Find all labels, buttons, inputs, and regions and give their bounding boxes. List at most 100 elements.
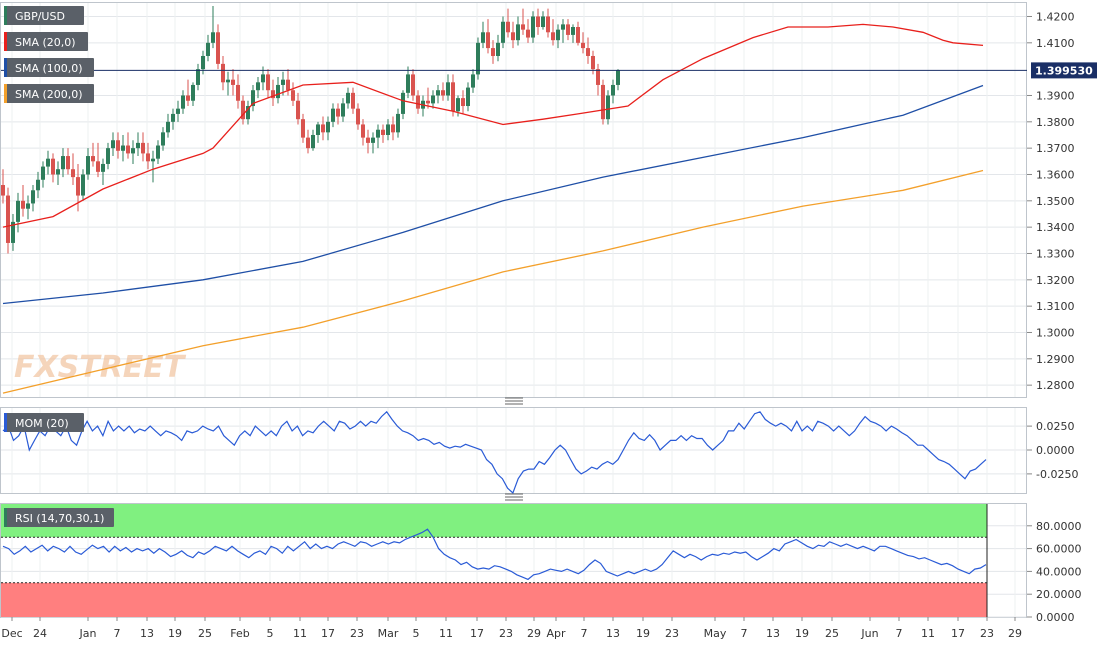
candle-body	[271, 90, 275, 99]
sma100-line	[2, 84, 984, 305]
candle-body	[351, 92, 355, 109]
x-tick-label: 23	[980, 627, 994, 640]
candle-body	[286, 79, 290, 91]
rsi-line	[2, 528, 987, 581]
x-tick-label: May	[704, 627, 727, 640]
x-tick-label: 7	[114, 627, 121, 640]
x-tick-label: Jan	[79, 627, 97, 640]
legend-gbpusd-swatch	[4, 6, 7, 25]
legend-rsi[interactable]	[4, 508, 114, 527]
candle-body	[566, 24, 570, 35]
mom-tick-label: 0.0250	[1036, 420, 1075, 433]
candle-body	[6, 195, 10, 243]
candle-body	[511, 32, 515, 41]
x-tick-label: 13	[766, 627, 780, 640]
x-tick-label: 5	[267, 627, 274, 640]
candle-body	[406, 74, 410, 93]
candle-body	[236, 84, 240, 101]
candle-body	[56, 169, 60, 175]
x-tick-label: 19	[795, 627, 809, 640]
candle-body	[451, 82, 455, 112]
candle-body	[191, 84, 195, 101]
candle-body	[296, 100, 300, 120]
x-tick-label: 7	[896, 627, 903, 640]
x-tick-label: 29	[1008, 627, 1022, 640]
candle-body	[356, 108, 360, 125]
price-tick-label: 1.3600	[1036, 168, 1075, 181]
rsi-tick-label: 40.0000	[1036, 565, 1082, 578]
candle-body	[246, 106, 250, 120]
candle-body	[76, 177, 80, 196]
candle-body	[416, 95, 420, 109]
legend-gbpusd[interactable]	[4, 6, 84, 25]
legend-sma20[interactable]	[4, 32, 88, 51]
x-tick-label: 11	[439, 627, 453, 640]
price-tick-label: 1.4100	[1036, 37, 1075, 50]
candle-body	[186, 95, 190, 101]
x-tick-label: 7	[741, 627, 748, 640]
x-tick-label: 11	[293, 627, 307, 640]
x-tick-label: 23	[350, 627, 364, 640]
rsi-tick-label: 0.0000	[1036, 611, 1075, 624]
candle-body	[36, 179, 40, 191]
candle-body	[446, 82, 450, 96]
candle-body	[321, 124, 325, 133]
candle-body	[466, 87, 470, 107]
candle-body	[551, 32, 555, 41]
x-tick-label: 24	[33, 627, 47, 640]
mom-tick-label: -0.0250	[1036, 468, 1078, 481]
candle-body	[436, 90, 440, 96]
price-tick-label: 1.3400	[1036, 221, 1075, 234]
candle-body	[341, 103, 345, 117]
candle-body	[311, 134, 315, 149]
legend-mom-label: MOM (20)	[15, 417, 69, 430]
candle-body	[106, 148, 110, 164]
candle-body	[361, 124, 365, 138]
candle-body	[401, 92, 405, 114]
candle-body	[206, 42, 210, 56]
candle-body	[496, 42, 500, 56]
candle-body	[346, 92, 350, 104]
price-tick-label: 1.3000	[1036, 326, 1075, 339]
candle-body	[306, 137, 310, 149]
candle-body	[456, 98, 460, 112]
rsi-overbought-zone	[1, 504, 987, 538]
candle-body	[601, 84, 605, 120]
x-tick-label: Feb	[230, 627, 249, 640]
rsi-tick-label: 20.0000	[1036, 588, 1082, 601]
price-tick-label: 1.4200	[1036, 10, 1075, 23]
candle-body	[101, 163, 105, 172]
x-tick-label: Mar	[378, 627, 399, 640]
candle-body	[1, 185, 5, 196]
candle-body	[561, 24, 565, 30]
x-tick-label: 7	[581, 627, 588, 640]
candle-body	[126, 145, 130, 154]
rsi-tick-label: 60.0000	[1036, 543, 1082, 556]
x-tick-label: 19	[636, 627, 650, 640]
legend-mom-swatch	[4, 413, 7, 432]
last-price-label: 1.399530	[1035, 64, 1093, 77]
candle-body	[121, 145, 125, 151]
legend-mom[interactable]	[4, 413, 84, 432]
candle-body	[21, 200, 25, 209]
legend-sma100-label: SMA (100,0)	[15, 62, 83, 75]
x-tick-label: 11	[921, 627, 935, 640]
price-tick-label: 1.2800	[1036, 379, 1075, 392]
momentum-line	[2, 410, 987, 495]
candle-body	[251, 90, 255, 107]
last-price-badge	[1031, 62, 1097, 79]
legend-sma20-swatch	[4, 32, 7, 51]
legend-sma200-label: SMA (200,0)	[15, 88, 83, 101]
x-tick-label: 19	[168, 627, 182, 640]
candle-body	[201, 55, 205, 70]
legend-sma200[interactable]	[4, 84, 94, 103]
candle-body	[241, 100, 245, 120]
candle-body	[176, 108, 180, 114]
x-tick-label: 25	[198, 627, 212, 640]
price-tick-label: 1.2900	[1036, 353, 1075, 366]
candle-body	[261, 74, 265, 83]
x-tick-label: 5	[413, 627, 420, 640]
candle-body	[396, 113, 400, 133]
legend-sma100[interactable]	[4, 58, 94, 77]
x-tick-label: 13	[606, 627, 620, 640]
